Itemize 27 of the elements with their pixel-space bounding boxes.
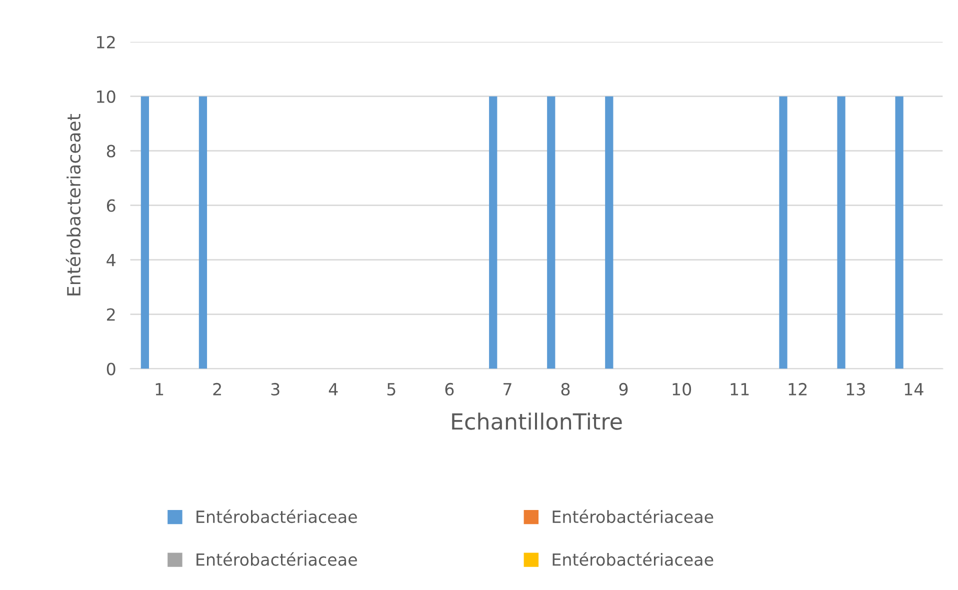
x-tick-label: 6 (445, 382, 454, 396)
y-tick-label: 0 (106, 362, 116, 376)
x-tick-label: 1 (156, 383, 164, 396)
legend-label: Entérobactériaceae (196, 510, 357, 524)
x-tick-label: 9 (619, 382, 628, 396)
x-tick-label: 12 (788, 382, 807, 396)
y-tick-label: 10 (97, 90, 116, 103)
x-tick-label: 10 (672, 382, 692, 396)
x-tick-label: 11 (730, 383, 749, 396)
x-tick-label: 5 (387, 383, 396, 396)
legend-label: Entérobactériaceae (552, 552, 714, 566)
x-tick-label: 4 (328, 383, 338, 396)
y-axis-title: Entérobacteriaceaet (66, 114, 81, 296)
y-tick-label: 6 (106, 199, 116, 212)
legend-label: Entérobactériaceae (552, 510, 714, 524)
y-tick-label: 8 (106, 144, 116, 158)
y-tick-label: 2 (107, 308, 115, 321)
legend-label: Entérobactériaceae (196, 552, 357, 566)
x-tick-label: 7 (504, 383, 512, 396)
y-tick-label: 4 (106, 254, 116, 266)
x-tick-label: 8 (561, 382, 570, 396)
x-tick-label: 3 (271, 382, 280, 396)
x-tick-label: 13 (846, 382, 865, 396)
x-tick-label: 14 (904, 383, 924, 396)
x-axis-title: EchantillonTitre (452, 412, 622, 430)
x-tick-label: 2 (213, 382, 221, 396)
y-tick-label: 12 (97, 36, 115, 48)
